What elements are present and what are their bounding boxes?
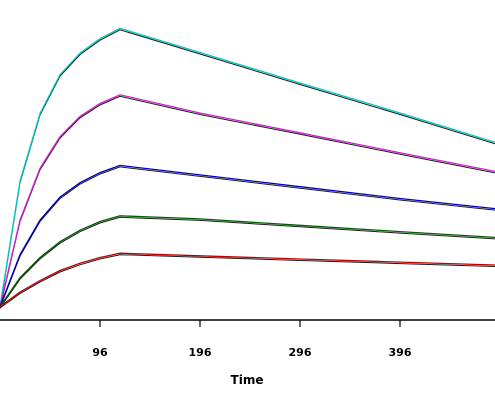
x-axis-ticks: 96 196 296 396	[92, 320, 412, 359]
x-axis-title: Time	[231, 373, 264, 387]
x-tick-label-2: 296	[289, 346, 312, 359]
x-tick-label-1: 196	[189, 346, 212, 359]
series-1-line	[0, 94, 495, 307]
series-3-line	[0, 215, 495, 307]
series-4-line	[0, 252, 495, 308]
x-tick-label-0: 96	[92, 346, 108, 359]
plot-lines	[0, 27, 495, 309]
x-tick-label-3: 396	[389, 346, 412, 359]
series-3-fit-line	[0, 216, 495, 309]
series-2-fit-line	[0, 166, 495, 309]
series-2-line	[0, 164, 495, 307]
series-0-line	[0, 27, 495, 307]
series-4-fit-line	[0, 254, 495, 309]
series-0-fit-line	[0, 29, 495, 309]
